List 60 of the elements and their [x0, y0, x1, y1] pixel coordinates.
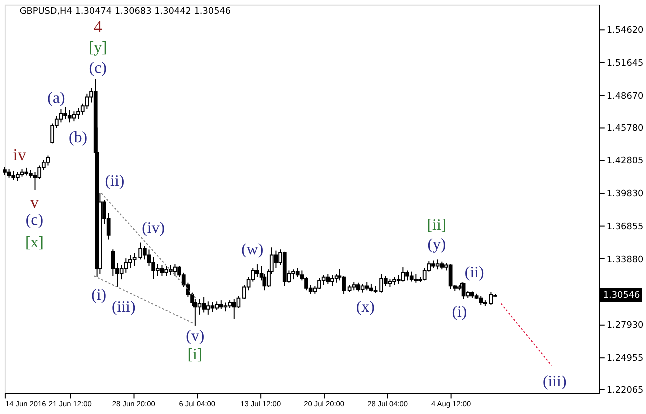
- annotation: (iii): [112, 299, 136, 316]
- y-tick-label: 1.51645: [606, 58, 644, 69]
- candlestick: [206, 301, 210, 316]
- annotation: [ii]: [427, 216, 447, 234]
- candlestick: [322, 274, 326, 286]
- annotation: (v): [186, 328, 205, 345]
- annotation: (ii): [105, 173, 125, 190]
- candlestick: [156, 264, 160, 277]
- annotation: (iv): [142, 220, 166, 237]
- candlestick: [232, 298, 236, 320]
- candlestick: [210, 302, 215, 313]
- annotation: (ii): [464, 264, 484, 282]
- y-tick-label: 1.36855: [606, 222, 644, 232]
- chart-title: GBPUSD,H4 1.30474 1.30683 1.30442 1.30546: [20, 6, 232, 17]
- annotation: (iii): [542, 373, 567, 390]
- candlestick: [85, 93, 90, 110]
- candlestick: [59, 108, 64, 124]
- candlestick: [68, 110, 72, 124]
- annotation: (i): [92, 287, 107, 304]
- annotation: [x]: [25, 234, 44, 252]
- y-tick-label: 1.48670: [606, 92, 644, 102]
- candlestick: [436, 259, 440, 270]
- candlestick: [342, 276, 346, 295]
- candlestick: [111, 249, 116, 277]
- y-tick-label: 1.54620: [606, 26, 644, 36]
- annotation: v: [30, 192, 40, 212]
- annotation: (b): [69, 130, 88, 147]
- candlestick: [33, 172, 38, 191]
- y-tick-label: 1.27930: [606, 321, 644, 331]
- annotation: (i): [452, 304, 468, 321]
- candlestick: [489, 292, 494, 306]
- text: 1.30546: [603, 291, 641, 302]
- annotation: 4: [94, 18, 103, 37]
- y-tick-label: 1.24955: [606, 354, 644, 364]
- candlestick: [46, 155, 50, 166]
- candlestick: [401, 267, 406, 282]
- y-tick-label: 1.42805: [606, 156, 644, 167]
- annotation: (a): [48, 90, 66, 107]
- candlestick: [147, 249, 152, 267]
- candlestick: [326, 274, 330, 284]
- candlestick: [274, 250, 278, 270]
- candlestick: [173, 264, 178, 277]
- candlestick: [160, 264, 164, 277]
- annotation: (y): [428, 236, 446, 254]
- annotation: (c): [89, 60, 107, 78]
- annotation: iv: [13, 145, 27, 164]
- y-tick-label: 1.39830: [606, 190, 644, 200]
- y-tick-label: 1.33880: [606, 255, 644, 266]
- y-tick-label: 1.45780: [606, 124, 644, 134]
- annotation: (w): [242, 242, 264, 259]
- candlestick: [448, 264, 453, 290]
- candlestick: [410, 271, 414, 282]
- annotation: [y]: [88, 39, 108, 56]
- candlestick: [152, 256, 156, 280]
- annotation: (x): [356, 299, 375, 316]
- annotation: [i]: [188, 346, 203, 364]
- candlestick: [50, 123, 55, 144]
- y-tick-label: 1.22065: [606, 386, 644, 396]
- candlestick: [202, 296, 206, 314]
- annotation: (c): [26, 212, 44, 229]
